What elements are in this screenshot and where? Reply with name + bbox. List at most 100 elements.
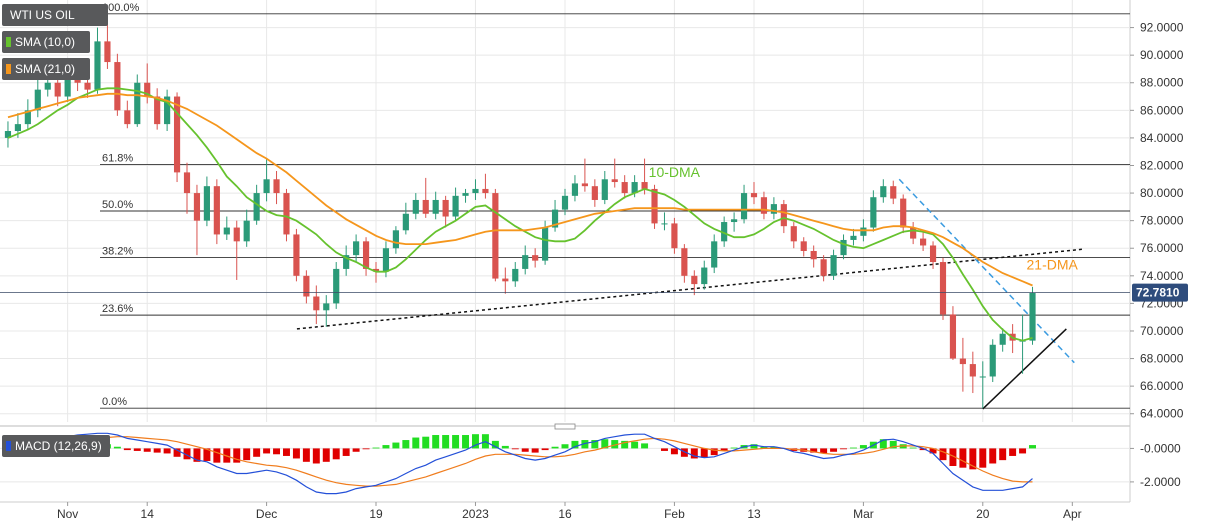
macd-histogram-bar bbox=[621, 440, 629, 449]
legend-label[interactable]: SMA (21,0) bbox=[15, 62, 75, 76]
y-tick-label: -2.0000 bbox=[1140, 475, 1181, 489]
candle-body bbox=[452, 195, 459, 217]
macd-histogram-bar bbox=[422, 436, 430, 449]
candle-body bbox=[870, 197, 877, 228]
candle-body bbox=[969, 364, 976, 377]
candle-body bbox=[372, 268, 380, 272]
macd-title[interactable]: MACD (12,26,9) bbox=[15, 439, 102, 453]
macd-histogram-bar bbox=[292, 448, 300, 459]
y-tick-label: 64.0000 bbox=[1140, 407, 1184, 421]
candle-body bbox=[830, 255, 837, 276]
fib-label: 50.0% bbox=[102, 199, 133, 211]
macd-histogram-bar bbox=[1009, 448, 1017, 456]
macd-histogram-bar bbox=[830, 448, 838, 452]
candle-body bbox=[392, 230, 399, 249]
candle-body bbox=[999, 333, 1006, 345]
macd-histogram-bar bbox=[491, 440, 499, 449]
candle-body bbox=[820, 259, 827, 276]
macd-histogram-bar bbox=[342, 448, 350, 456]
macd-histogram-bar bbox=[680, 448, 688, 457]
x-tick-label: 14 bbox=[141, 507, 155, 521]
candle-body bbox=[989, 344, 996, 377]
macd-histogram-bar bbox=[382, 445, 390, 449]
macd-histogram-bar bbox=[432, 435, 440, 449]
candle-body bbox=[193, 193, 201, 221]
candle-body bbox=[522, 255, 529, 269]
marks bbox=[4, 12, 1085, 410]
candle-body bbox=[880, 186, 887, 198]
candle-body bbox=[263, 179, 270, 194]
y-tick-label: 70.0000 bbox=[1140, 324, 1184, 338]
macd-histogram-bar bbox=[700, 448, 708, 458]
candle-body bbox=[243, 220, 250, 242]
candle-body bbox=[14, 124, 21, 132]
candle-body bbox=[303, 275, 310, 297]
candle-body bbox=[203, 186, 210, 221]
candle-body bbox=[681, 248, 688, 276]
macd-histogram-bar bbox=[511, 448, 519, 450]
macd-histogram-bar bbox=[929, 448, 937, 454]
x-tick-label: Mar bbox=[853, 507, 874, 521]
macd-histogram-bar bbox=[471, 434, 479, 449]
candle-body bbox=[124, 110, 131, 125]
candle-body bbox=[213, 186, 220, 235]
candle-body bbox=[760, 197, 768, 214]
macd-histogram-bar bbox=[631, 441, 639, 449]
macd-histogram-bar bbox=[730, 447, 738, 449]
legend-title: WTI US OIL bbox=[10, 8, 75, 22]
candle-body bbox=[173, 96, 181, 173]
candle-body bbox=[850, 235, 857, 240]
signal-line bbox=[8, 436, 1033, 487]
y-tick-label: -0.0000 bbox=[1140, 441, 1181, 455]
candle-body bbox=[731, 219, 738, 223]
macd-line bbox=[7, 432, 1033, 495]
candle-body bbox=[621, 182, 628, 194]
macd-histogram-bar bbox=[143, 448, 151, 452]
macd-histogram-bar bbox=[760, 446, 768, 449]
macd-histogram-bar bbox=[173, 448, 181, 457]
macd-histogram-bar bbox=[302, 448, 310, 462]
candle-body bbox=[551, 209, 559, 228]
macd-histogram-bar bbox=[462, 435, 470, 449]
macd-histogram-bar bbox=[372, 447, 380, 449]
macd-histogram-bar bbox=[601, 439, 609, 449]
candle-body bbox=[432, 199, 439, 214]
macd-histogram-bar bbox=[332, 448, 340, 460]
legend-label[interactable]: SMA (10,0) bbox=[15, 35, 75, 49]
trend-line bbox=[898, 178, 1075, 364]
candle-body bbox=[402, 213, 409, 231]
macd-histogram-bar bbox=[1029, 445, 1036, 449]
last-price-box bbox=[1132, 283, 1188, 302]
resize-handle[interactable] bbox=[554, 423, 576, 430]
candle-body bbox=[4, 131, 12, 138]
macd-histogram-bar bbox=[999, 448, 1007, 461]
candle-body bbox=[900, 198, 907, 228]
y-tick-label: 90.0000 bbox=[1140, 48, 1184, 62]
legend-box bbox=[2, 4, 108, 26]
candle-body bbox=[929, 245, 937, 263]
candle-body bbox=[721, 222, 728, 242]
candle-body bbox=[164, 96, 171, 125]
macd-histogram-bar bbox=[979, 448, 987, 468]
macd-histogram-bar bbox=[263, 448, 271, 454]
candle-body bbox=[54, 82, 61, 97]
macd-histogram-bar bbox=[810, 448, 818, 453]
candle-body bbox=[293, 234, 300, 276]
trend-line bbox=[982, 328, 1067, 410]
macd-histogram-bar bbox=[660, 448, 668, 451]
x-tick-label: 19 bbox=[369, 507, 383, 521]
x-tick-label: 13 bbox=[747, 507, 761, 521]
candle-body bbox=[283, 193, 290, 235]
x-tick-label: 20 bbox=[976, 507, 990, 521]
candle-body bbox=[422, 199, 429, 214]
sma-line bbox=[7, 92, 1033, 287]
candle-body bbox=[671, 223, 678, 249]
macd-histogram-bar bbox=[253, 448, 261, 457]
candle-body bbox=[134, 82, 141, 125]
macd-histogram-bar bbox=[521, 448, 529, 452]
y-tick-label: 66.0000 bbox=[1140, 379, 1184, 393]
macd-histogram-bar bbox=[939, 448, 947, 461]
candle-body bbox=[691, 275, 698, 285]
macd-histogram-bar bbox=[670, 448, 678, 455]
